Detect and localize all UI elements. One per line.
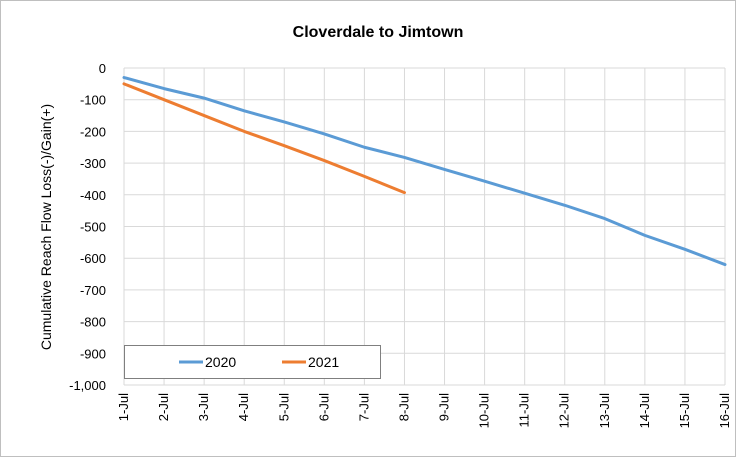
y-tick-label: -800 [80, 315, 106, 330]
x-tick-label: 14-Jul [637, 393, 652, 429]
legend-label-2021: 2021 [308, 354, 339, 370]
legend-box [125, 346, 381, 379]
legend: 2020 2021 [125, 346, 381, 379]
y-tick-label: -100 [80, 93, 106, 108]
x-tick-label: 6-Jul [316, 393, 331, 421]
y-tick-label: -900 [80, 346, 106, 361]
y-tick-label: -500 [80, 220, 106, 235]
x-tick-label: 7-Jul [356, 393, 371, 421]
x-tick-label: 3-Jul [196, 393, 211, 421]
x-tick-label: 9-Jul [437, 393, 452, 421]
legend-label-2020: 2020 [205, 354, 236, 370]
x-tick-label: 13-Jul [597, 393, 612, 429]
x-tick-label: 1-Jul [116, 393, 131, 421]
y-tick-label: -300 [80, 156, 106, 171]
x-tick-label: 16-Jul [717, 393, 732, 429]
x-tick-label: 2-Jul [156, 393, 171, 421]
y-tick-label: -200 [80, 124, 106, 139]
y-tick-label: -400 [80, 188, 106, 203]
x-tick-label: 12-Jul [557, 393, 572, 429]
chart-title: Cloverdale to Jimtown [293, 24, 464, 41]
x-tick-label: 11-Jul [517, 393, 532, 428]
x-tick-label: 10-Jul [477, 393, 492, 429]
x-tick-label: 8-Jul [396, 393, 411, 421]
y-axis-label: Cumulative Reach Flow Loss(-)/Gain(+) [38, 104, 54, 350]
y-tick-label: 0 [99, 61, 106, 76]
y-tick-label: -600 [80, 251, 106, 266]
y-tick-label: -1,000 [69, 378, 106, 393]
x-tick-label: 4-Jul [236, 393, 251, 421]
x-tick-label: 5-Jul [276, 393, 291, 421]
x-tick-label: 15-Jul [677, 393, 692, 429]
y-tick-label: -700 [80, 283, 106, 298]
